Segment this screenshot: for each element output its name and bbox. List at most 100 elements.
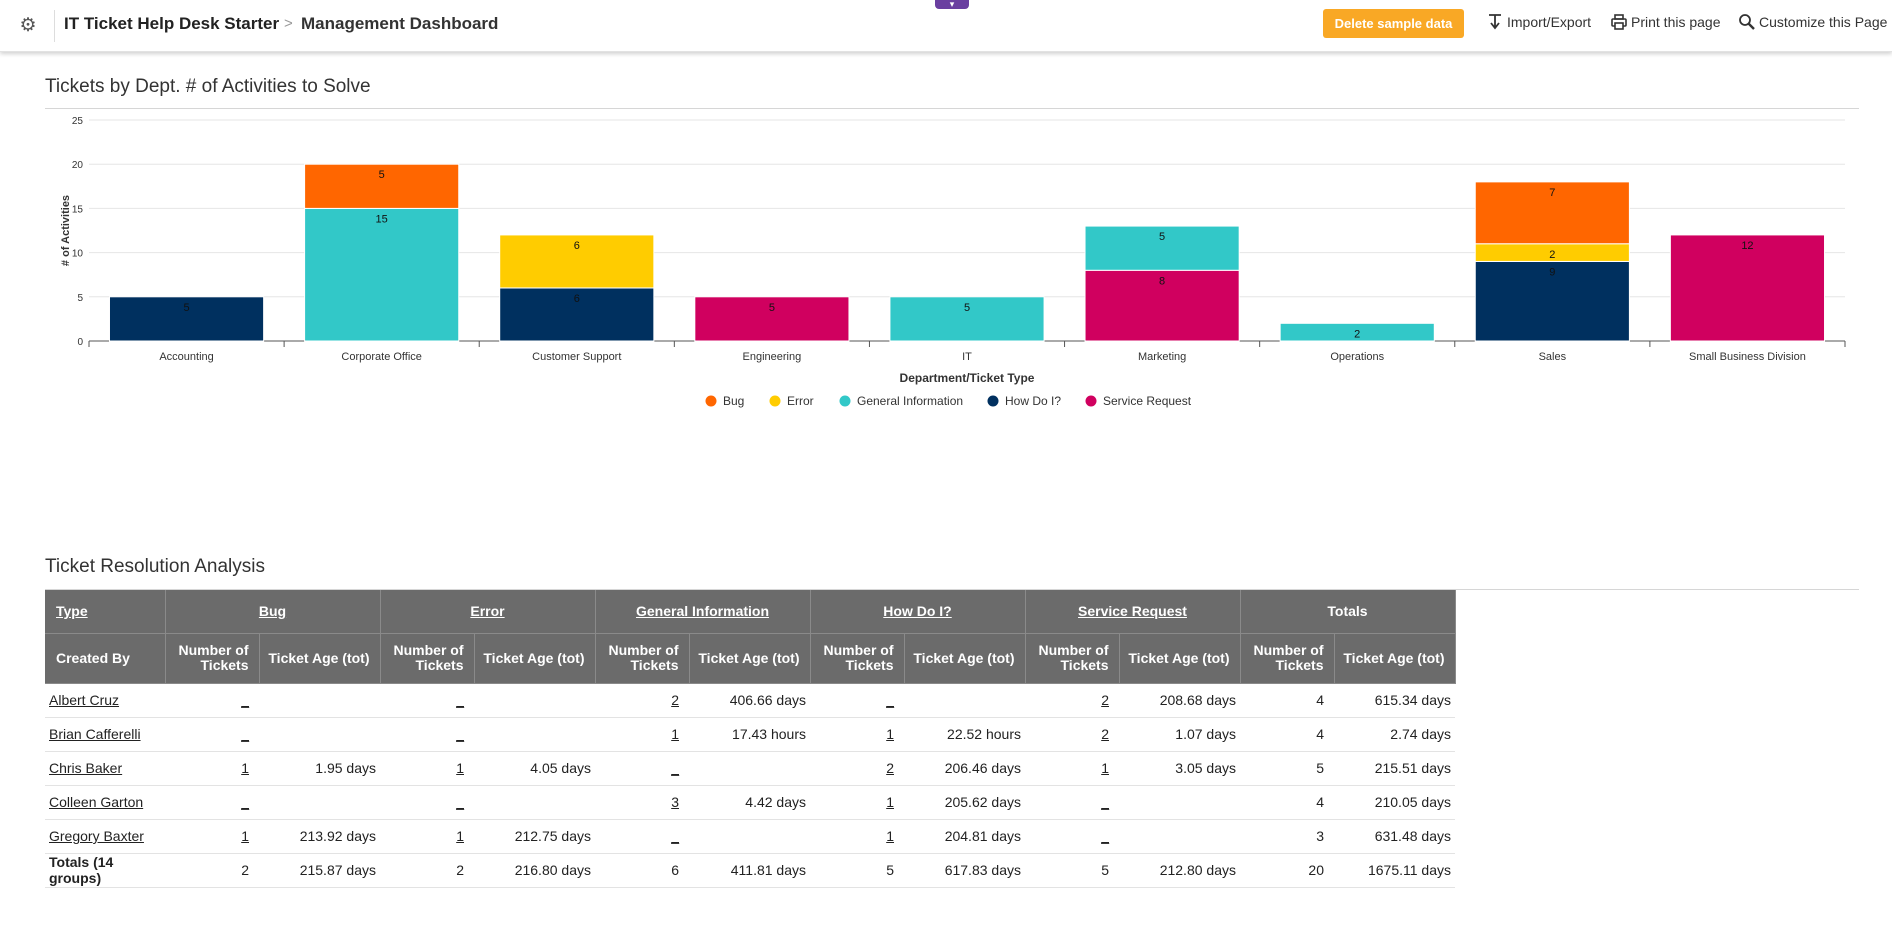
ticket-count-cell[interactable]: _ [165,785,259,820]
ticket-count-link[interactable]: 1 [671,726,679,742]
x-axis-label: Department/Ticket Type [900,371,1035,385]
x-tick-label: IT [962,351,972,363]
ticket-count-cell[interactable]: 3 [595,785,689,820]
ticket-count-link[interactable]: 1 [456,828,464,844]
ticket-count-link[interactable]: _ [1101,828,1109,844]
ticket-count-link[interactable]: 1 [1101,760,1109,776]
ticket-count-link[interactable]: 1 [886,828,894,844]
ticket-count-link[interactable]: 2 [1101,692,1109,708]
ticket-count-link[interactable]: _ [241,794,249,810]
ticket-count-cell[interactable]: _ [380,785,474,820]
group-header-label[interactable]: General Information [635,603,770,620]
ticket-count-link[interactable]: _ [886,692,894,708]
ticket-count-cell[interactable]: 1 [595,717,689,752]
ticket-count-link[interactable]: 1 [886,726,894,742]
created-by-cell[interactable]: Colleen Garton [45,785,165,820]
ticket-count-cell[interactable]: 1 [165,819,259,854]
total-age-cell: 631.48 days [1334,819,1455,854]
bar-data-label: 6 [574,240,580,252]
ticket-age-cell: 17.43 hours [689,717,810,752]
ticket-count-link[interactable]: 1 [241,760,249,776]
group-header-error[interactable]: Error [380,590,596,634]
legend-label: Service Request [1103,394,1192,408]
ticket-count-link[interactable]: 1 [886,794,894,810]
x-tick-label: Engineering [743,351,802,363]
created-by-link[interactable]: Gregory Baxter [49,828,144,844]
ticket-count-cell[interactable]: 2 [1025,683,1119,718]
created-by-link[interactable]: Albert Cruz [49,692,120,708]
bar-data-label: 6 [574,293,580,305]
group-header-label[interactable]: Service Request [1078,603,1187,620]
ticket-count-link[interactable]: _ [456,726,464,742]
ticket-count-cell[interactable]: 2 [595,683,689,718]
ticket-count-link[interactable]: 2 [886,760,894,776]
ticket-count-cell[interactable]: 1 [380,819,474,854]
totals-row: Totals (14 groups) 2 215.87 days 2 216.80 da… [45,853,1455,888]
created-by-cell[interactable]: Gregory Baxter [45,819,165,854]
ticket-count-link[interactable]: _ [241,726,249,742]
created-by-cell[interactable]: Albert Cruz [45,683,165,718]
ticket-count-link[interactable]: _ [456,794,464,810]
bar-data-label: 5 [769,302,775,314]
ticket-count-cell[interactable]: 1 [380,751,474,786]
breadcrumb-app-title[interactable]: IT Ticket Help Desk Starter [64,14,280,33]
ticket-count-cell: 2 [380,853,474,888]
x-tick-label: Customer Support [532,351,621,363]
ticket-count-cell[interactable]: 1 [810,819,904,854]
ticket-count-link[interactable]: 1 [241,828,249,844]
group-header-label[interactable]: Bug [258,603,287,620]
customize-page-link[interactable]: Customize this Page [1738,13,1887,31]
pin-tab[interactable]: ▾ [935,0,969,9]
table-row: Colleen Garton _ _ 3 4.42 days 1 205.62 days _ 4… [45,785,1455,820]
legend-label: General Information [857,394,963,408]
legend-marker [1085,395,1097,407]
ticket-count-link[interactable]: 2 [1101,726,1109,742]
bar-segment [694,296,850,342]
created-by-link[interactable]: Colleen Garton [49,794,144,810]
ticket-count-cell[interactable]: _ [165,683,259,718]
created-by-cell[interactable]: Chris Baker [45,751,165,786]
ticket-count-link[interactable]: _ [241,692,249,708]
group-header-bug[interactable]: Bug [165,590,381,634]
ticket-count-cell[interactable]: 2 [1025,717,1119,752]
bar-data-label: 2 [1549,249,1555,261]
ticket-count-cell[interactable]: _ [1025,819,1119,854]
ticket-count-cell[interactable]: _ [810,683,904,718]
group-header-label[interactable]: Error [470,603,505,620]
gear-icon[interactable]: ⚙ [19,15,37,36]
legend-label: Error [787,394,814,408]
ticket-count-link[interactable]: _ [456,692,464,708]
resolution-table: Type Bug Error General Information How D… [45,590,1456,888]
ticket-count-cell[interactable]: _ [380,683,474,718]
created-by-cell[interactable]: Brian Cafferelli [45,717,165,752]
ticket-count-link[interactable]: 3 [671,794,679,810]
group-header-how-do-i[interactable]: How Do I? [810,590,1026,634]
ticket-count-cell[interactable]: 2 [810,751,904,786]
ticket-count-cell[interactable]: _ [380,717,474,752]
ticket-count-cell[interactable]: _ [165,717,259,752]
bar-data-label: 5 [379,169,385,181]
ticket-count-cell[interactable]: _ [595,751,689,786]
ticket-count-cell[interactable]: 1 [810,785,904,820]
ticket-count-cell[interactable]: 1 [810,717,904,752]
print-page-link[interactable]: Print this page [1610,13,1721,31]
ticket-count-cell[interactable]: _ [1025,785,1119,820]
group-header-general-information[interactable]: General Information [595,590,811,634]
group-header-service-request[interactable]: Service Request [1025,590,1241,634]
ticket-count-link[interactable]: 1 [456,760,464,776]
ticket-count-cell[interactable]: 1 [1025,751,1119,786]
group-header-label[interactable]: How Do I? [883,603,952,620]
ticket-count-link[interactable]: _ [1101,794,1109,810]
ticket-count-cell[interactable]: 1 [165,751,259,786]
ticket-age-cell: 1.95 days [259,751,380,786]
created-by-link[interactable]: Chris Baker [49,760,123,776]
ticket-count-cell[interactable]: _ [595,819,689,854]
ticket-count-link[interactable]: 2 [671,692,679,708]
delete-sample-data-button[interactable]: Delete sample data [1323,9,1464,38]
ticket-count-link[interactable]: _ [671,828,679,844]
created-by-link[interactable]: Brian Cafferelli [49,726,141,742]
ticket-count-link[interactable]: _ [671,760,679,776]
import-export-link[interactable]: Import/Export [1486,13,1591,31]
ticket-age-cell: 204.81 days [904,819,1025,854]
